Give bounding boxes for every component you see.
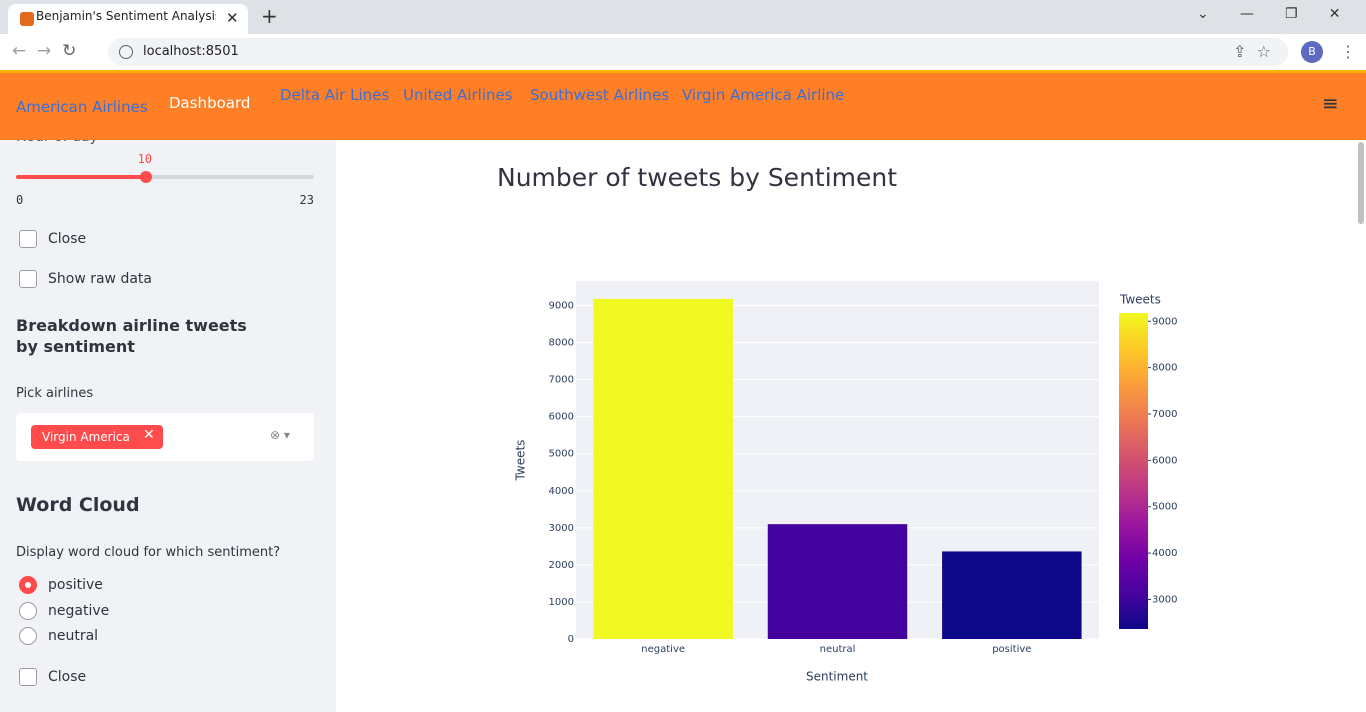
colorbar-title: Tweets (1119, 293, 1161, 307)
tab-title: Benjamin's Sentiment Analysis Pr (36, 9, 216, 23)
tab-close[interactable]: ✕ (226, 9, 239, 27)
y-tick-label: 9000 (549, 300, 574, 311)
url: localhost:8501 (143, 44, 239, 59)
checkbox[interactable] (19, 270, 37, 288)
nav-buttons[interactable]: ← → ↻ (12, 41, 77, 61)
y-axis-label: Tweets (514, 440, 528, 482)
y-tick-label: 7000 (549, 375, 574, 386)
clear-and-dropdown[interactable]: ⊗ ▾ (270, 428, 290, 442)
chart-title: Number of tweets by Sentiment (497, 163, 897, 192)
hamburger-menu[interactable]: ≡ (1322, 91, 1339, 115)
checkbox-label: Show raw data (48, 271, 152, 287)
radio-button[interactable] (19, 576, 37, 594)
colorbar-tick-label: 9000 (1152, 316, 1177, 327)
bar (767, 524, 908, 639)
y-tick-label: 6000 (549, 412, 574, 423)
y-tick-label: 5000 (549, 449, 574, 460)
x-axis-label: Sentiment (806, 670, 868, 684)
favicon (20, 12, 34, 26)
browser-tab[interactable]: ✕ (8, 4, 248, 34)
colorbar-tick-label: 4000 (1152, 548, 1177, 559)
scrollbar[interactable] (1358, 142, 1364, 224)
radio-label: neutral (48, 628, 99, 644)
nav-link[interactable]: Dashboard (169, 94, 251, 112)
new-tab[interactable]: + (261, 4, 278, 28)
y-tick-label: 0 (568, 634, 574, 645)
nav-link[interactable]: American Airlines (16, 98, 148, 116)
selected-tag[interactable]: Virgin America ✕ (31, 425, 163, 449)
top-nav: ≡ American Airlines Dashboard Delta Air Li… (0, 70, 1366, 140)
checkbox-label: Close (48, 669, 87, 685)
tag-text: Virgin America (42, 430, 130, 444)
nav-link[interactable]: Virgin America Airline (682, 86, 845, 104)
colorbar-tick-label: 7000 (1152, 409, 1177, 420)
tag-remove[interactable]: ✕ (143, 427, 155, 443)
checkbox[interactable] (19, 668, 37, 686)
nav-link[interactable]: United Airlines (403, 86, 513, 104)
slider-min: 0 (16, 193, 24, 207)
window-controls[interactable]: ⌄ — ❐ ✕ (1197, 6, 1341, 22)
colorbar-tick-label: 6000 (1152, 455, 1177, 466)
y-tick-label: 4000 (549, 486, 574, 497)
multiselect[interactable]: Virgin America ✕ ⊗ ▾ (16, 413, 314, 461)
slider-value: 10 (137, 152, 153, 166)
x-tick-label: positive (992, 644, 1031, 655)
bar (942, 551, 1082, 639)
colorbar-tick-label: 5000 (1152, 502, 1177, 513)
address-bar[interactable] (108, 38, 1288, 66)
field-label: Display word cloud for which sentiment? (16, 545, 281, 560)
toolbar-icons[interactable]: ⇪ ☆ (1233, 42, 1271, 61)
nav-link[interactable]: Southwest Airlines (530, 86, 670, 104)
section-heading: Breakdown airline tweets by sentiment (16, 316, 247, 356)
bar (593, 298, 733, 639)
colorbar-tick-label: 3000 (1152, 594, 1177, 605)
slider-handle[interactable] (139, 171, 152, 183)
y-tick-label: 2000 (549, 560, 574, 571)
slider-fill (16, 175, 146, 179)
y-tick-label: 1000 (549, 597, 574, 608)
colorbar-tick-label: 8000 (1152, 363, 1177, 374)
x-tick-label: negative (641, 644, 685, 655)
slider[interactable]: 10 0 23 (16, 150, 314, 210)
radio-label: positive (48, 577, 103, 593)
nav-link[interactable]: Delta Air Lines (280, 86, 390, 104)
radio-button[interactable] (19, 627, 37, 645)
checkbox-label: Close (48, 231, 87, 247)
slider-max: 23 (299, 193, 314, 207)
radio-label: negative (48, 602, 110, 619)
slider-track (16, 175, 314, 179)
colorbar (1119, 313, 1148, 629)
y-tick-label: 3000 (549, 523, 574, 534)
checkbox[interactable] (19, 230, 37, 248)
section-heading: Word Cloud (16, 494, 140, 516)
menu[interactable]: ⋮ (1340, 42, 1356, 61)
profile-avatar[interactable]: B (1301, 41, 1323, 63)
x-tick-label: neutral (820, 644, 856, 655)
field-label: Pick airlines (16, 386, 94, 401)
site-info[interactable] (119, 45, 133, 59)
radio-button[interactable] (19, 601, 37, 620)
y-tick-label: 8000 (549, 338, 574, 349)
